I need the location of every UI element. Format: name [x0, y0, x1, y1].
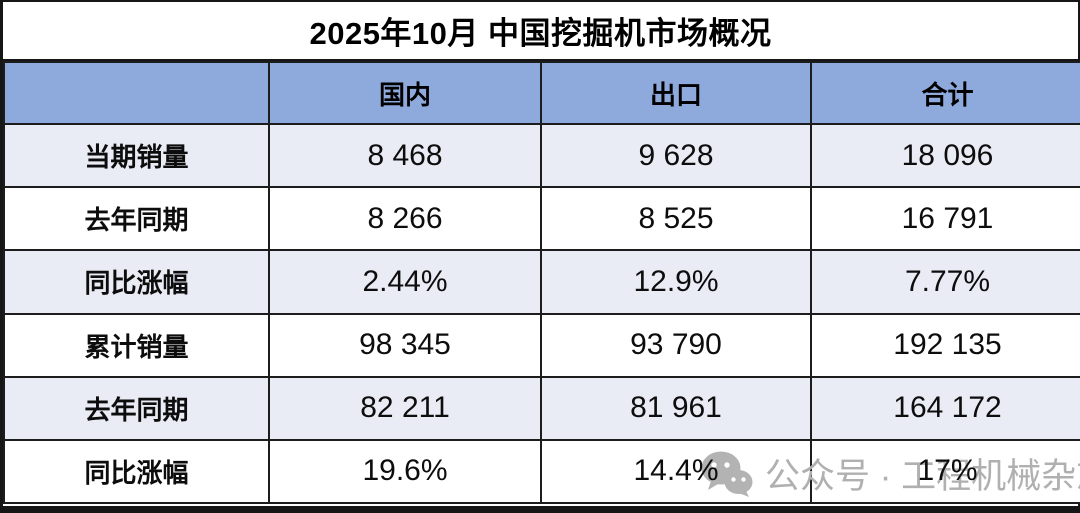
header-cell-empty: [3, 60, 270, 126]
value-cell: 7.77%: [810, 249, 1080, 315]
value-cell: 8 468: [268, 123, 542, 189]
value-cell: 81 961: [540, 375, 812, 441]
value-cell: 19.6%: [268, 438, 542, 505]
header-cell-domestic: 国内: [268, 60, 542, 126]
value-cell: 8 525: [540, 186, 812, 252]
value-cell: 164 172: [810, 375, 1080, 441]
header-cell-export: 出口: [540, 60, 812, 126]
page-title: 2025年10月 中国挖掘机市场概况: [309, 16, 772, 51]
value-cell: 2.44%: [268, 249, 542, 315]
header-cell-total: 合计: [810, 60, 1080, 126]
row-label: 同比涨幅: [3, 249, 270, 315]
value-cell: 14.4%: [540, 438, 812, 505]
row-label: 去年同期: [3, 186, 270, 252]
table-row: 当期销量 8 468 9 628 18 096: [3, 123, 1080, 189]
table-row: 累计销量 98 345 93 790 192 135: [3, 312, 1080, 378]
value-cell: 192 135: [810, 312, 1080, 378]
table-title-bar: 2025年10月 中国挖掘机市场概况: [3, 2, 1078, 61]
row-label: 同比涨幅: [3, 438, 270, 505]
value-cell: 17%: [810, 438, 1080, 505]
value-cell: 98 345: [268, 312, 542, 378]
value-cell: 82 211: [268, 375, 542, 441]
value-cell: 93 790: [540, 312, 812, 378]
value-cell: 16 791: [810, 186, 1080, 252]
table-row: 去年同期 82 211 81 961 164 172: [3, 375, 1080, 441]
row-label: 去年同期: [3, 375, 270, 441]
row-label: 累计销量: [3, 312, 270, 378]
table-row: 去年同期 8 266 8 525 16 791: [3, 186, 1080, 252]
table-row: 同比涨幅 2.44% 12.9% 7.77%: [3, 249, 1080, 315]
value-cell: 12.9%: [540, 249, 812, 315]
value-cell: 8 266: [268, 186, 542, 252]
value-cell: 18 096: [810, 123, 1080, 189]
header-row: 国内 出口 合计: [3, 60, 1080, 126]
row-label: 当期销量: [3, 123, 270, 189]
table-row: 同比涨幅 19.6% 14.4% 17%: [3, 438, 1080, 505]
value-cell: 9 628: [540, 123, 812, 189]
market-data-table: 国内 出口 合计 当期销量 8 468 9 628 18 096 去年同期 8 …: [3, 60, 1080, 505]
